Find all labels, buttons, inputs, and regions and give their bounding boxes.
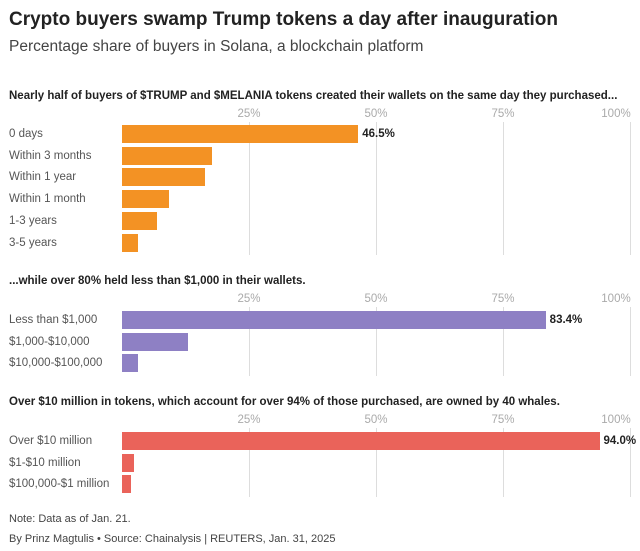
note: Note: Data as of Jan. 21. <box>9 513 131 525</box>
tick-label: 50% <box>364 108 388 120</box>
bar <box>122 211 158 230</box>
tick-label: 25% <box>237 108 261 120</box>
chart-title: Crypto buyers swamp Trump tokens a day a… <box>9 9 559 30</box>
tick-label: 100% <box>601 293 631 305</box>
tick-label: 75% <box>491 414 515 426</box>
category-label: $100,000-$1 million <box>9 478 110 491</box>
bar <box>122 168 206 187</box>
bar <box>122 146 212 165</box>
category-label: Over $10 million <box>9 435 93 447</box>
gridline <box>630 307 631 377</box>
tick-label: 50% <box>364 293 388 305</box>
bar <box>122 190 170 209</box>
category-label: $10,000-$100,000 <box>9 357 103 370</box>
gridline <box>376 307 377 377</box>
gridline <box>376 122 377 256</box>
category-label: $1,000-$10,000 <box>9 335 90 348</box>
tick-label: 50% <box>364 414 388 426</box>
bar <box>122 311 546 329</box>
credit: By Prinz Magtulis • Source: Chainalysis … <box>9 533 336 545</box>
tick-label: 25% <box>237 414 261 426</box>
bar <box>122 332 189 351</box>
bar <box>122 432 600 450</box>
tick-label: 25% <box>237 293 261 305</box>
bar <box>122 475 132 494</box>
category-label: Less than $1,000 <box>9 314 98 326</box>
data-label: 83.4% <box>549 314 583 326</box>
data-label: 46.5% <box>362 128 395 140</box>
category-label: Within 1 year <box>9 171 77 184</box>
category-label: Within 1 month <box>9 193 86 206</box>
bar <box>122 354 138 373</box>
gridline <box>503 122 504 256</box>
gridline <box>376 428 377 498</box>
gridline <box>249 307 250 377</box>
section-title: Nearly half of buyers of $TRUMP and $MEL… <box>9 90 618 102</box>
gridline <box>249 428 250 498</box>
data-label: 94.0% <box>603 435 637 447</box>
section-title: ...while over 80% held less than $1,000 … <box>9 275 306 287</box>
gridline <box>503 307 504 377</box>
gridline <box>630 428 631 498</box>
bar <box>122 453 134 472</box>
category-label: 1-3 years <box>9 214 57 227</box>
category-label: 0 days <box>9 128 43 140</box>
category-label: Within 3 months <box>9 149 92 162</box>
chart-subtitle: Percentage share of buyers in Solana, a … <box>9 38 424 55</box>
gridline <box>503 428 504 498</box>
tick-label: 75% <box>491 108 515 120</box>
section-title: Over $10 million in tokens, which accoun… <box>9 396 560 408</box>
bar <box>122 233 139 252</box>
category-label: $1-$10 million <box>9 456 81 469</box>
gridline <box>249 122 250 256</box>
gridline <box>630 122 631 256</box>
tick-label: 100% <box>601 108 631 120</box>
tick-label: 100% <box>601 414 631 426</box>
bar <box>122 125 359 143</box>
tick-label: 75% <box>491 293 515 305</box>
category-label: 3-5 years <box>9 236 57 249</box>
